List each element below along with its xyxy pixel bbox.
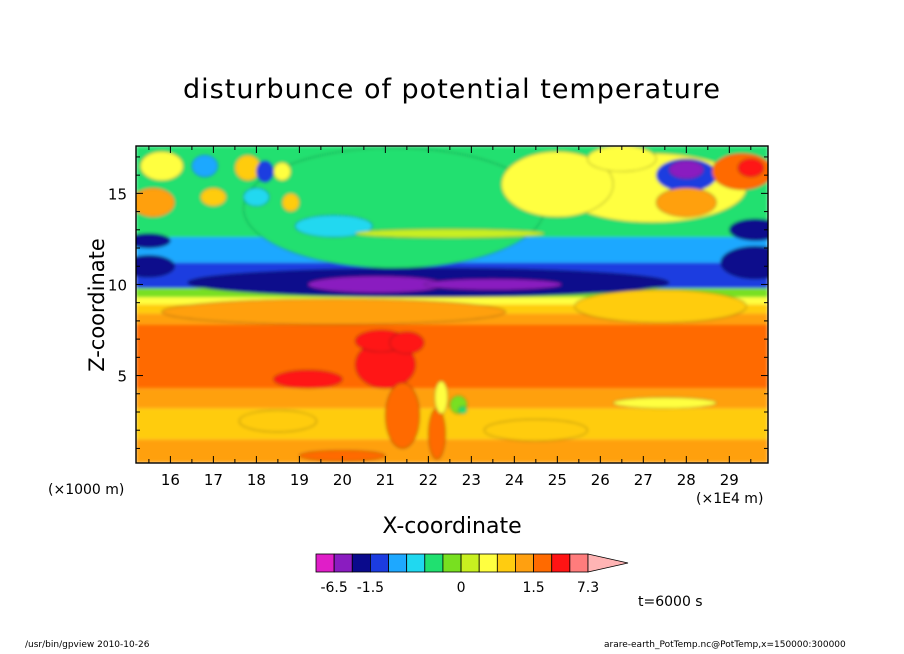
colorbar-label: -1.5 [357,580,384,596]
contour-feature [136,255,175,278]
contour-feature [385,382,421,449]
x-tick-label: 18 [247,471,266,489]
footer-file-label: arare-earth_PotTemp.nc@PotTemp,x=150000:… [604,640,846,650]
footer-command-label: /usr/bin/gpview 2010-10-26 [25,640,150,650]
contour-feature [139,151,184,181]
contour-feature [281,193,300,212]
x-tick-label: 17 [204,471,223,489]
contour-feature [587,146,657,172]
contour-feature [612,397,717,409]
x-tick-label: 26 [591,471,610,489]
colorbar-swatch [515,553,535,573]
contour-feature [273,369,343,389]
colorbar-swatch [460,553,480,573]
colorbar-swatch [569,553,589,573]
x-tick-label: 23 [462,471,481,489]
contour-feature [737,158,765,178]
x-tick-label: 25 [548,471,567,489]
colorbar-swatch [496,553,516,573]
plot-frame [135,145,769,464]
contour-band [136,439,768,463]
contour-feature [428,408,446,460]
x-tick-label: 27 [634,471,653,489]
colorbar-label: 0 [457,580,466,596]
contour-feature [161,298,507,325]
contour-feature [354,228,545,239]
contour-feature [136,233,171,249]
colorbar-swatch [551,553,571,573]
colorbar-swatch [478,553,498,573]
contour-feature [256,160,274,183]
colorbar-label: -6.5 [320,580,347,596]
x-tick-label: 28 [677,471,696,489]
contour-feature [136,187,175,218]
x-tick-label: 24 [505,471,524,489]
contour-feature [458,406,468,415]
time-label: t=6000 s [638,594,703,610]
colorbar-swatch [406,553,426,573]
contour-feature [389,331,425,354]
colorbar-label: 7.3 [577,580,599,596]
contour-feature [720,245,768,280]
contour-feature [668,160,704,180]
colorbar-swatch [424,553,444,573]
contour-band [136,408,768,440]
contour-feature [243,187,270,207]
x-tick-label: 16 [161,471,180,489]
y-axis-label: Z-coordinate [85,238,109,372]
x-tick-label: 20 [333,471,352,489]
x-tick-label: 21 [376,471,395,489]
colorbar-swatch [351,553,371,573]
contour-feature [574,289,747,324]
colorbar-extension [587,553,629,573]
contour-feature [200,187,227,207]
x-tick-label: 29 [720,471,739,489]
x-tick-label: 19 [290,471,309,489]
y-tick-label: 15 [108,185,127,203]
colorbar-swatch [533,553,553,573]
colorbar-swatch [333,553,353,573]
x-tick-label: 22 [419,471,438,489]
x-unit-label: (×1000 m) [48,482,125,498]
contour-feature [294,214,373,238]
contour-band [136,324,768,389]
colorbar-swatch [388,553,408,573]
colorbar-swatch [315,553,335,573]
colorbar-swatch [442,553,462,573]
chart-title: disturbunce of potential temperature [183,74,721,105]
colorbar-label: 1.5 [522,580,544,596]
contour-feature [483,418,588,442]
colorbar-swatch [369,553,389,573]
contour-feature [191,154,218,178]
contour-feature [655,187,717,218]
contour-feature [238,409,317,433]
x-axis-label: X-coordinate [382,514,522,539]
y-tick-label: 10 [108,276,127,294]
contour-feature [423,278,562,291]
contour-band [136,297,768,305]
x-scale-label: (×1E4 m) [696,491,764,507]
contour-feature [434,380,449,415]
contour-feature [273,162,292,181]
y-tick-label: 5 [117,368,127,386]
contour-feature [729,218,768,242]
